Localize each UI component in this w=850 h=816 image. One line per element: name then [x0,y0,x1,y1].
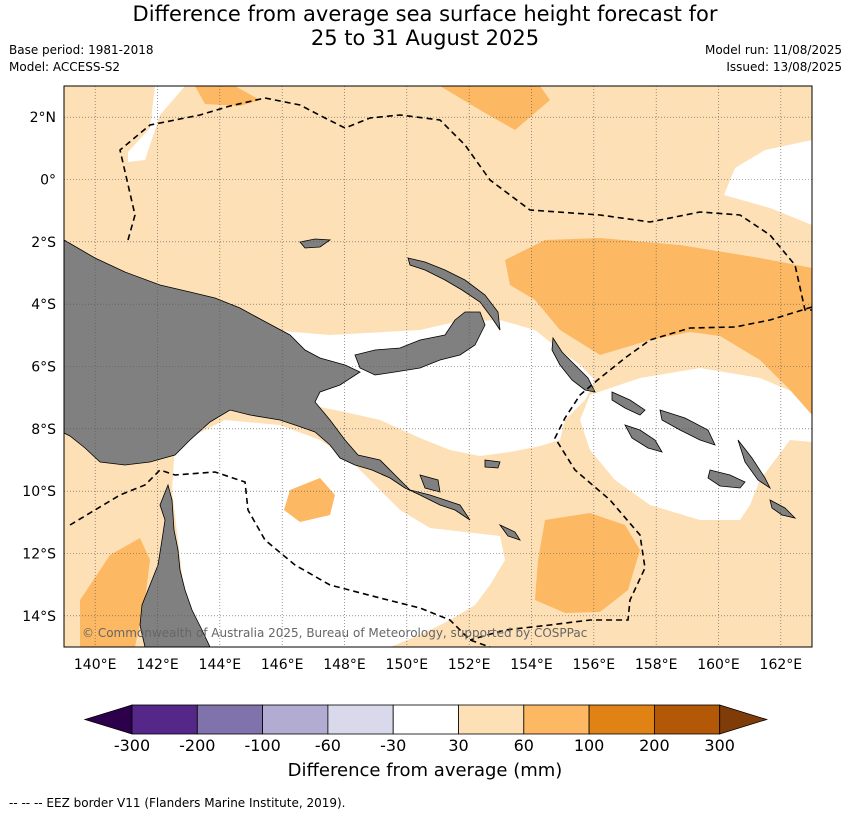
meta-left: Base period: 1981-2018 Model: ACCESS-S2 [9,42,154,76]
louisiade-islands [419,459,521,541]
eez-line-north [119,97,812,311]
copyright-text: © Commonwealth of Australia 2025, Bureau… [82,626,587,640]
colorbar-segment [131,704,198,735]
white-region-gulf [172,420,505,647]
colorbar-segment [327,704,394,735]
colorbar-segment [458,704,525,735]
lon-tick-label: 140°E [74,657,117,673]
manus-island [299,238,332,249]
lat-tick-label: 2°N [30,110,56,126]
lat-tick-label: 12°S [22,547,56,563]
orange-region-east [505,238,812,415]
map-frame [63,85,813,648]
lat-tick-label: 14°S [22,609,56,625]
issued-date: Issued: 13/08/2025 [726,60,842,74]
lat-tick-label: 10°S [22,484,56,500]
white-region-north [128,86,185,162]
title-line-2: 25 to 31 August 2025 [310,26,540,50]
lon-tick-label: 146°E [261,657,304,673]
meta-right: Model run: 11/08/2025 Issued: 13/08/2025 [705,42,842,76]
colorbar-tick-label: -300 [114,736,150,755]
colorbar-tick-label: 100 [574,736,605,755]
gridlines [64,86,812,647]
colorbar-segment [654,704,721,735]
latitude-labels: 2°N 0° 2°S 4°S 6°S 8°S 10°S 12°S 14°S [22,110,56,625]
orange-region-north [195,86,260,106]
colorbar-segment [196,704,264,735]
colorbar-title: Difference from average (mm) [287,760,563,781]
colorbar-tick-label: -60 [315,736,341,755]
colorbar-tick-label: -30 [380,736,406,755]
colorbar-segment [523,704,590,735]
white-region-east [724,140,812,225]
lat-tick-label: 2°S [31,235,56,251]
orange-region-southwest [80,538,150,647]
lon-tick-label: 152°E [448,657,491,673]
orange-region-northeast [440,86,550,130]
colorbar-segment [392,704,459,735]
new-guinea-land [64,239,471,521]
colorbar-tick-label: 60 [514,736,534,755]
san-cristobal-island [769,499,797,519]
colorbar-tick-label: 30 [448,736,468,755]
solomon-islands-1 [611,391,646,416]
lon-tick-label: 154°E [510,657,553,673]
orange-region-coral [284,478,335,522]
model-name: Model: ACCESS-S2 [9,60,121,74]
lon-tick-label: 144°E [199,657,242,673]
bougainville-land [551,336,596,393]
eez-line-southwest [69,469,491,647]
lon-tick-label: 160°E [697,657,740,673]
lon-tick-label: 158°E [635,657,678,673]
model-run: Model run: 11/08/2025 [704,43,842,57]
eez-line-east [469,306,812,641]
colorbar-segment [262,704,329,735]
colorbar: -300 -200 -100 -60 -30 30 60 100 200 300 [83,704,769,755]
colorbar-tick-label: -100 [244,736,280,755]
lon-tick-label: 162°E [760,657,803,673]
longitude-labels: 140°E 142°E 144°E 146°E 148°E 150°E 152°E 154°E… [74,657,802,673]
lat-tick-label: 8°S [31,422,56,438]
new-ireland-land [407,257,501,331]
map-area [64,86,812,647]
colorbar-segment [588,704,655,735]
solomon-islands-2 [659,409,716,446]
colorbar-tick-label: 200 [639,736,670,755]
colorbar-tick-label: -200 [179,736,215,755]
colorbar-right-arrow [719,704,769,735]
white-region-coral-sea [265,320,595,456]
lon-tick-label: 156°E [573,657,616,673]
solomon-islands-5 [737,439,772,490]
cape-york-land [139,483,211,647]
lat-tick-label: 0° [40,173,56,189]
orange-region-south [535,513,640,613]
lat-tick-label: 6°S [31,360,56,376]
lon-tick-label: 148°E [323,657,366,673]
eez-border [69,97,812,647]
colorbar-tick-label: 300 [704,736,735,755]
lon-tick-label: 150°E [386,657,429,673]
chart-title: Difference from average sea surface heig… [0,2,850,50]
lat-tick-label: 4°S [31,297,56,313]
solomon-islands-4 [707,469,746,489]
new-britain-land [354,311,486,376]
base-period: Base period: 1981-2018 [9,43,154,57]
title-line-1: Difference from average sea surface heig… [132,2,718,26]
eez-footnote: -- -- -- EEZ border V11 (Flanders Marine… [9,796,346,810]
lon-tick-label: 142°E [136,657,179,673]
solomon-islands-3 [624,424,663,453]
colorbar-left-arrow [83,704,133,735]
